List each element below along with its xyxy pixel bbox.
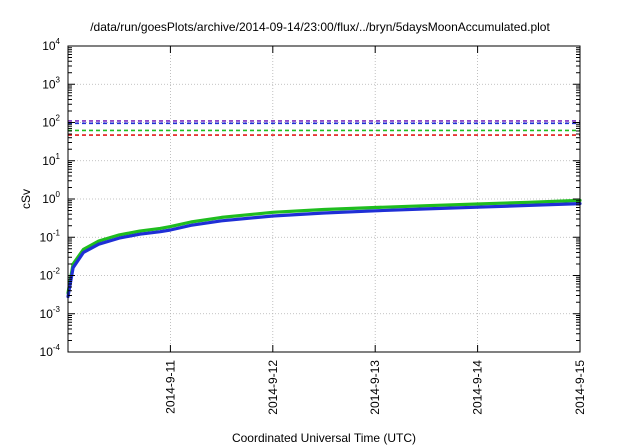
series-line (66, 202, 582, 299)
y-tick-label: 101 (42, 152, 60, 168)
chart-title: /data/run/goesPlots/archive/2014-09-14/2… (90, 20, 550, 34)
x-tick-label: 2014-9-13 (368, 360, 382, 415)
x-axis-label: Coordinated Universal Time (UTC) (232, 431, 416, 445)
x-tick-label: 2014-9-15 (573, 360, 587, 415)
y-tick-label: 102 (42, 114, 60, 130)
y-tick-label: 10-1 (40, 228, 61, 244)
x-tick-label: 2014-9-12 (266, 360, 280, 415)
y-axis-label: cSv (19, 189, 33, 209)
threshold-lines (68, 120, 580, 136)
series-lines (66, 198, 582, 299)
y-tick-label: 103 (42, 75, 60, 91)
y-tick-label: 10-2 (40, 267, 61, 283)
y-tick-label: 104 (42, 37, 60, 53)
y-ticks: 10-4 10-3 10-2 10-1 100 101 102 103 104 (40, 37, 580, 359)
grid (68, 46, 580, 352)
y-tick-label: 10-4 (40, 343, 61, 359)
x-tick-label: 2014-9-11 (163, 360, 177, 414)
y-tick-label: 100 (42, 190, 60, 206)
x-ticks: 2014-9-11 2014-9-12 2014-9-13 2014-9-14 2014… (163, 46, 587, 415)
y-tick-label: 10-3 (40, 305, 61, 321)
x-tick-label: 2014-9-14 (471, 360, 485, 415)
series-line (66, 198, 582, 295)
